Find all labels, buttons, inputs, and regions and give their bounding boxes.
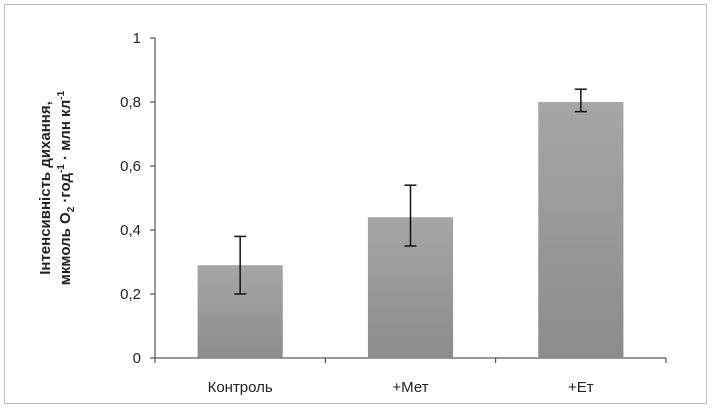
x-category-label: +Мет: [392, 379, 428, 396]
plot-area: 0 0,2 0,4 0,6 0,8 1 Контроль +Мет +Ет: [120, 30, 667, 396]
bar-chart: Інтенсивність дихання, мкмоль O2 ·год-1 …: [37, 30, 667, 396]
y-axis-title-mid2: · млн кл: [57, 100, 74, 164]
y-axis-title-prefix: мкмоль O: [57, 212, 74, 285]
y-tick-label: 1: [133, 30, 141, 47]
y-tick-label: 0,6: [120, 158, 141, 175]
bar: [538, 102, 624, 358]
y-tick-label: 0,4: [120, 222, 141, 239]
y-axis-title-sub1: 2: [66, 206, 77, 212]
chart-frame: Інтенсивність дихання, мкмоль O2 ·год-1 …: [4, 4, 707, 404]
y-axis-title-line1: Інтенсивність дихання,: [37, 101, 54, 275]
y-axis-title-sup1: -1: [56, 164, 67, 173]
y-tick-label: 0,8: [120, 94, 141, 111]
y-axis-title-line2: мкмоль O2 ·год-1 · млн кл-1: [56, 90, 77, 285]
x-category-label: +Ет: [568, 379, 594, 396]
y-tick-label: 0,2: [120, 286, 141, 303]
x-category-label: Контроль: [208, 379, 273, 396]
y-axis-title-mid1: ·год: [57, 173, 74, 207]
y-tick-label: 0: [133, 350, 141, 367]
y-axis-title-sup2: -1: [56, 90, 67, 99]
y-axis-title: Інтенсивність дихання, мкмоль O2 ·год-1 …: [37, 90, 77, 285]
